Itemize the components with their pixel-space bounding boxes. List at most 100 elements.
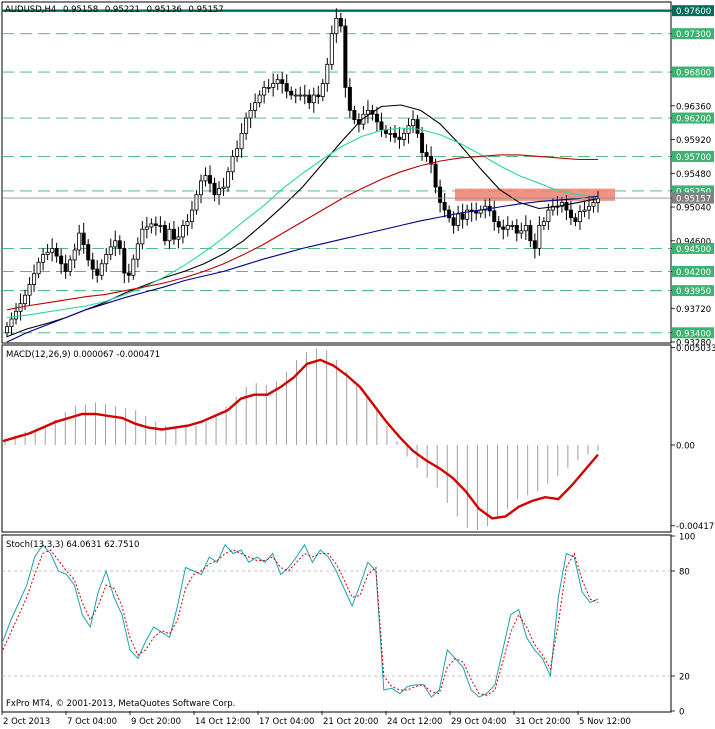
candle-body <box>415 119 420 134</box>
stoch-main-line <box>2 543 599 698</box>
candle-body <box>325 63 330 84</box>
candlesticks <box>5 8 601 338</box>
candle-body <box>465 209 470 220</box>
candle-body <box>334 17 339 35</box>
level-badge: 0.96800 <box>672 66 714 79</box>
stoch-panel-frame <box>1 534 672 713</box>
candle-body <box>586 205 591 211</box>
candle-body <box>280 79 285 84</box>
candle-body <box>320 83 325 97</box>
candle-body <box>68 259 73 272</box>
level-box <box>672 265 714 277</box>
candle-body <box>230 155 235 173</box>
candle-body <box>149 223 154 228</box>
time-label: 2 Oct 2013 <box>3 717 50 727</box>
candle-body <box>532 240 537 249</box>
ohlc-high: 0.95221 <box>105 5 140 15</box>
candle-body <box>541 221 546 226</box>
candle-body <box>528 225 533 242</box>
stoch-axis-label: 0 <box>679 708 684 718</box>
candle-body <box>180 225 185 238</box>
candle-body <box>483 205 488 211</box>
price-panel[interactable]: 0.97600 0.97300 0.96800 0.96360 0.96200 0.959… <box>1 1 714 349</box>
candle-body <box>122 248 127 274</box>
candle-body <box>456 213 461 226</box>
macd-panel-frame <box>1 344 672 533</box>
candle-body <box>90 259 95 270</box>
candle-body <box>226 171 231 188</box>
candle-body <box>162 225 167 242</box>
candle-body <box>406 125 411 134</box>
candle-body <box>438 186 443 203</box>
candle-body <box>144 226 149 230</box>
current-price-badge: 0.95157 <box>672 192 714 205</box>
level-label: 0.97600 <box>676 7 711 17</box>
candle-body <box>307 94 312 104</box>
candle-body <box>27 284 32 296</box>
candle-body <box>171 228 176 240</box>
level-badge: 0.95700 <box>672 150 714 163</box>
level-badge: 0.93400 <box>672 327 714 339</box>
candle-body <box>338 17 343 27</box>
time-label: 29 Oct 04:00 <box>451 717 506 727</box>
stoch-signal-line <box>2 549 599 696</box>
ohlc-open: 0.95158 <box>63 5 98 15</box>
level-label: 0.94200 <box>676 268 711 278</box>
level-box <box>672 185 714 197</box>
candle-body <box>402 132 407 140</box>
level-badge: 0.96200 <box>672 112 714 125</box>
candle-body <box>104 254 109 265</box>
level-label: 0.96200 <box>676 115 711 125</box>
candle-body <box>81 232 86 245</box>
level-box <box>672 66 714 78</box>
level-box <box>672 242 714 254</box>
candle-body <box>514 225 519 234</box>
candle-body <box>451 217 456 226</box>
moving-average-line <box>6 104 599 338</box>
level-badge: 0.94500 <box>672 242 714 255</box>
candle-body <box>546 209 551 222</box>
symbol-label: AUDUSD,H4 0.95158 0.95221 0.95136 0.9515… <box>5 5 224 15</box>
candle-body <box>203 175 208 182</box>
level-box <box>672 112 714 124</box>
candle-body <box>45 251 50 255</box>
candle-body <box>577 211 582 222</box>
candle-body <box>374 113 379 123</box>
candle-body <box>248 109 253 119</box>
candle-body <box>352 109 357 120</box>
candle-body <box>388 132 393 135</box>
candle-body <box>32 273 37 285</box>
price-label: 0.95920 <box>676 136 711 146</box>
level-badge: 0.97300 <box>672 28 714 40</box>
candle-body <box>72 249 77 261</box>
candle-body <box>14 310 19 320</box>
candle-body <box>433 163 438 188</box>
macd-histogram <box>4 348 599 531</box>
candle-body <box>447 209 452 219</box>
candle-body <box>568 209 573 219</box>
macd-axis-label: 0.00 <box>676 441 695 451</box>
time-axis: 2 Oct 2013 7 Oct 04:00 9 Oct 20:00 14 Oct 1… <box>1 711 631 727</box>
level-label: 0.95250 <box>676 187 711 197</box>
resistance-zone[interactable] <box>455 188 615 201</box>
candle-body <box>505 225 510 230</box>
candle-body <box>392 132 397 138</box>
price-axis: 0.97600 0.97300 0.96800 0.96360 0.96200 0.959… <box>671 5 714 349</box>
candle-body <box>397 136 402 140</box>
candle-body <box>496 221 501 228</box>
candle-body <box>257 94 262 104</box>
candle-body <box>510 225 515 227</box>
moving-average-line <box>6 195 599 343</box>
price-label: 0.94600 <box>676 237 711 247</box>
level-badge: 0.95250 <box>672 185 714 197</box>
time-label: 24 Oct 12:00 <box>387 717 442 727</box>
candle-body <box>262 86 267 96</box>
candle-body <box>298 94 303 97</box>
stoch-panel[interactable]: 100 80 20 0 Stoch(13,3,3) 64.0631 62.7510 F… <box>1 533 695 718</box>
candle-body <box>559 202 564 207</box>
candle-body <box>189 209 194 222</box>
candle-body <box>519 230 524 234</box>
candle-body <box>36 261 41 275</box>
candle-body <box>329 33 334 65</box>
macd-panel[interactable]: 0.005033 0.00 -0.004177 MACD(12,26,9) 0.00… <box>1 344 715 533</box>
